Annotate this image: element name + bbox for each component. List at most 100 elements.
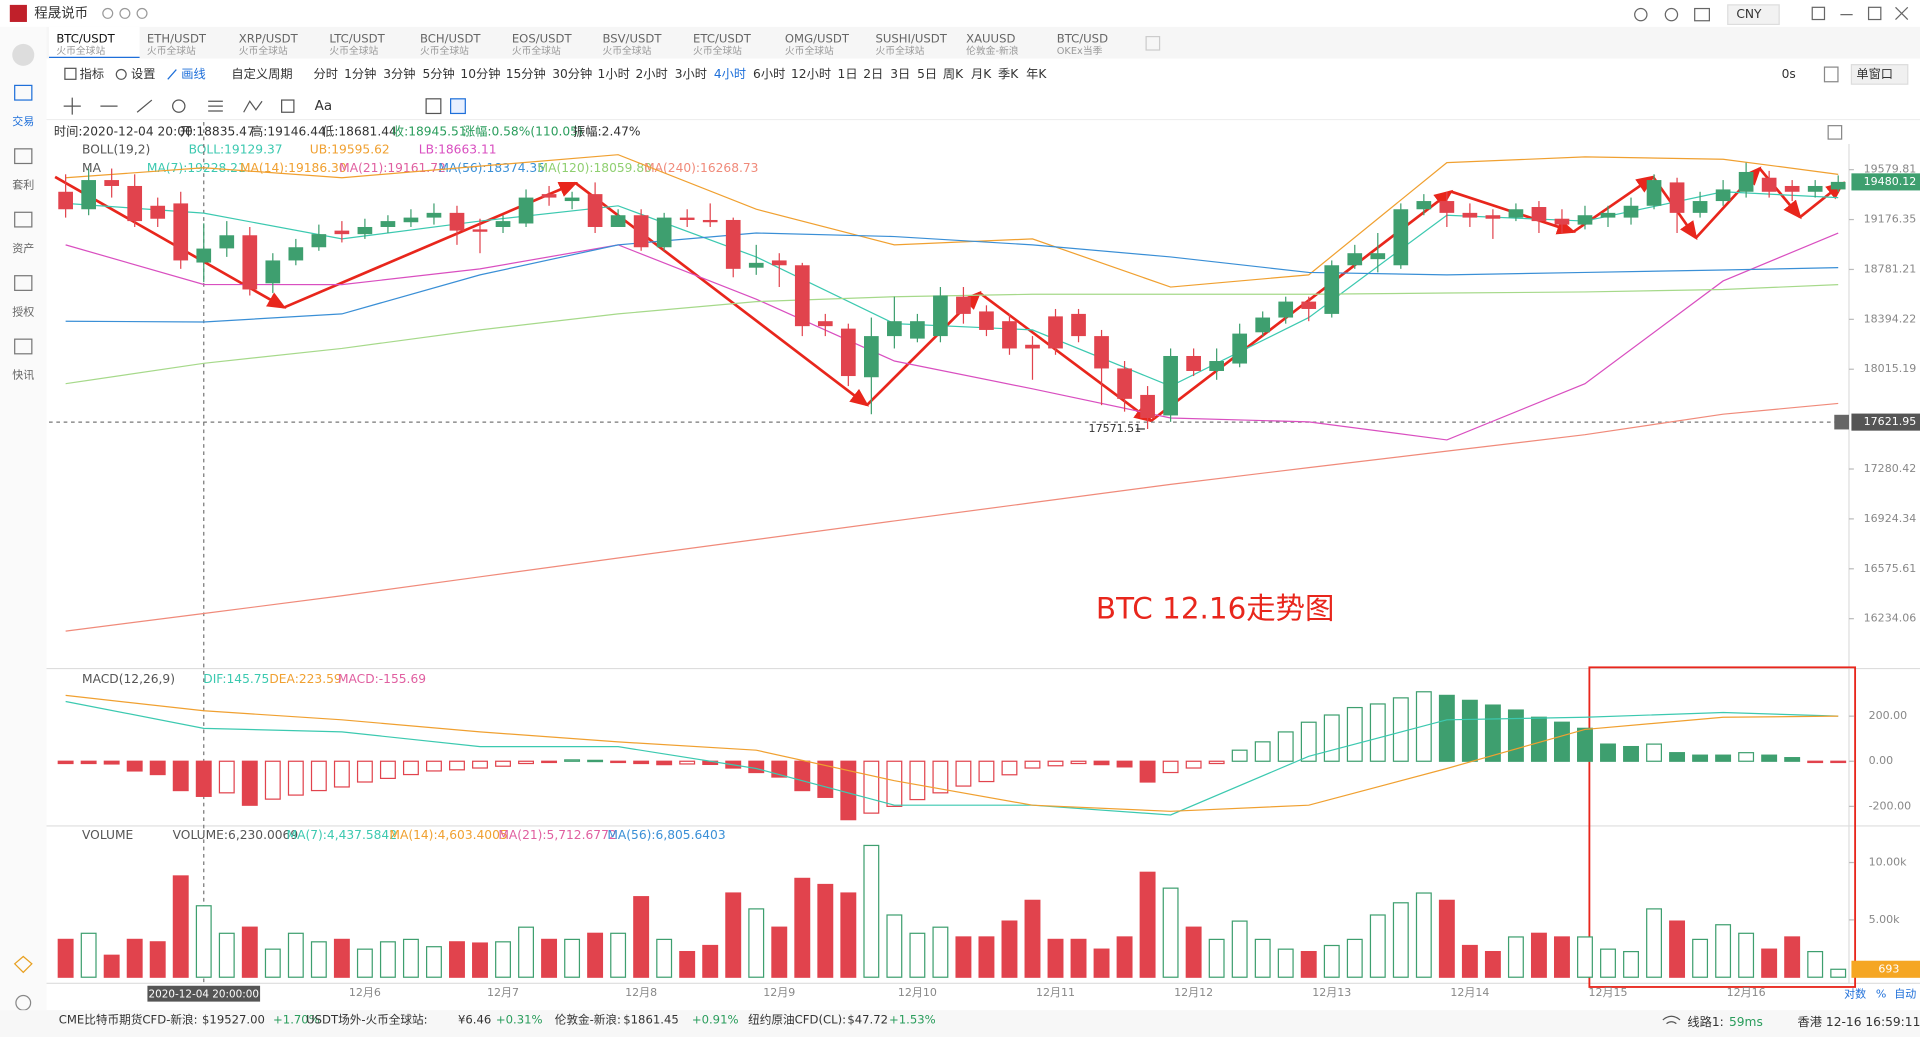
ray-tool[interactable] <box>136 99 153 113</box>
fullscreen-icon[interactable] <box>1827 125 1843 140</box>
legend-entry: MA(120):18059.80 <box>538 161 652 175</box>
custom-period[interactable]: 自定义周期 <box>231 66 292 81</box>
sidebar-icon[interactable] <box>14 338 33 355</box>
settings-button[interactable]: 设置 <box>131 67 155 81</box>
volume-bar <box>955 936 972 978</box>
period-button[interactable]: 月K <box>971 67 992 81</box>
icon[interactable] <box>102 7 114 19</box>
period-button[interactable]: 30分钟 <box>552 66 592 81</box>
icon[interactable] <box>119 7 131 19</box>
tab-symbol[interactable]: ETH/USDT <box>147 32 207 46</box>
period-button[interactable]: 1分钟 <box>344 66 376 81</box>
grid-tool[interactable] <box>281 99 295 113</box>
period-button[interactable]: 分时 <box>313 67 337 81</box>
sidebar-item[interactable]: 交易 <box>12 114 34 128</box>
currency[interactable]: CNY <box>1736 7 1762 21</box>
period-button[interactable]: 3小时 <box>675 67 707 81</box>
sidebar-item[interactable]: 套利 <box>12 178 34 191</box>
tab-symbol[interactable]: BCH/USDT <box>420 32 481 46</box>
tab-symbol[interactable]: ETC/USDT <box>693 32 752 46</box>
close-button[interactable] <box>1895 6 1909 20</box>
period-button[interactable]: 2日 <box>863 67 883 81</box>
period-button[interactable]: 4小时 <box>714 67 746 81</box>
tab-source[interactable]: 火币全球站 <box>147 44 196 57</box>
text-tool[interactable]: Aa <box>315 99 332 114</box>
tab-source[interactable]: 火币全球站 <box>602 44 651 57</box>
tab-source[interactable]: 火币全球站 <box>785 44 834 57</box>
sidebar-icon[interactable] <box>14 211 33 228</box>
search-icon[interactable] <box>1664 7 1679 22</box>
cursor-label-box <box>147 985 261 1002</box>
candle-body <box>794 265 810 327</box>
tab-symbol[interactable]: OMG/USDT <box>785 32 850 46</box>
period-button[interactable]: 1小时 <box>598 67 630 81</box>
period-button[interactable]: 15分钟 <box>506 66 546 81</box>
scale-option[interactable]: 自动 <box>1894 987 1916 1000</box>
currency-select[interactable] <box>1727 4 1780 26</box>
period-button[interactable]: 5分钟 <box>422 66 454 81</box>
candle-body <box>1255 317 1271 333</box>
tab-source[interactable]: 火币全球站 <box>329 44 378 57</box>
wave-tool[interactable] <box>243 100 263 113</box>
tab-symbol[interactable]: XAUUSD <box>966 32 1015 46</box>
icon[interactable] <box>450 98 466 115</box>
period-button[interactable]: 周K <box>943 67 964 81</box>
sidebar-icon[interactable] <box>14 148 33 165</box>
tab-symbol[interactable]: SUSHI/USDT <box>876 32 948 46</box>
volume-bar <box>402 938 419 978</box>
maximize-button[interactable] <box>1867 6 1882 21</box>
tab-symbol[interactable]: BTC/USDT <box>56 32 115 46</box>
sidebar-item[interactable]: 资产 <box>12 241 34 255</box>
tab-symbol[interactable]: BSV/USDT <box>602 32 662 46</box>
period-button[interactable]: 12小时 <box>791 67 831 81</box>
icon[interactable] <box>1823 66 1839 83</box>
candle-body <box>1531 207 1547 222</box>
window-button[interactable] <box>1811 6 1826 21</box>
bell-icon[interactable] <box>1634 7 1648 22</box>
period-button[interactable]: 3日 <box>890 67 910 81</box>
period-button[interactable]: 季K <box>998 67 1019 81</box>
crosshair-tool[interactable] <box>63 97 81 115</box>
period-button[interactable]: 10分钟 <box>460 66 500 81</box>
period-button[interactable]: 2小时 <box>636 67 668 81</box>
shape-tool[interactable] <box>172 99 186 113</box>
tab-source[interactable]: 火币全球站 <box>512 44 561 57</box>
icon[interactable] <box>136 7 148 19</box>
tab-source[interactable]: 火币全球站 <box>239 44 288 57</box>
avatar[interactable] <box>12 43 35 66</box>
draw-button[interactable]: 画线 <box>181 67 205 81</box>
tab-source[interactable]: 火币全球站 <box>693 44 742 57</box>
sidebar-icon[interactable] <box>14 275 33 291</box>
tab-source[interactable]: 火币全球站 <box>420 44 469 57</box>
tab-source[interactable]: OKEx当季 <box>1057 44 1103 57</box>
tab-source[interactable]: 伦敦金-新浪 <box>966 44 1019 57</box>
tab-symbol[interactable]: EOS/USDT <box>512 32 573 46</box>
scale-option[interactable]: % <box>1876 987 1886 1000</box>
tab-source[interactable]: 火币全球站 <box>56 44 105 57</box>
tab-source[interactable]: 火币全球站 <box>876 44 925 57</box>
period-button[interactable]: 年K <box>1026 67 1047 81</box>
window-mode[interactable]: 单窗口 <box>1856 67 1893 81</box>
icon[interactable] <box>425 98 442 115</box>
indicator-button[interactable]: 指标 <box>80 66 104 81</box>
gift-icon[interactable] <box>1694 7 1710 22</box>
tab-symbol[interactable]: BTC/USD <box>1057 32 1108 46</box>
vip-icon[interactable] <box>13 955 33 974</box>
sidebar-icon[interactable] <box>14 84 33 101</box>
volume-bar <box>379 941 396 978</box>
tab-symbol[interactable]: LTC/USDT <box>329 32 385 46</box>
period-button[interactable]: 6小时 <box>753 67 785 81</box>
window-mode-select[interactable] <box>1850 64 1909 85</box>
period-button[interactable]: 3分钟 <box>383 66 415 81</box>
candle-body <box>817 321 833 327</box>
period-button[interactable]: 1日 <box>838 67 858 81</box>
scale-option[interactable]: 对数 <box>1844 986 1866 1000</box>
add-tab[interactable] <box>1145 35 1161 51</box>
volume-bar <box>978 936 995 978</box>
fib-tool[interactable] <box>208 100 223 112</box>
macd-bar <box>1715 754 1732 762</box>
sidebar-item[interactable]: 授权 <box>12 304 34 318</box>
sidebar-item[interactable]: 快讯 <box>12 369 34 382</box>
period-button[interactable]: 5日 <box>917 67 937 81</box>
tab-symbol[interactable]: XRP/USDT <box>239 32 299 46</box>
